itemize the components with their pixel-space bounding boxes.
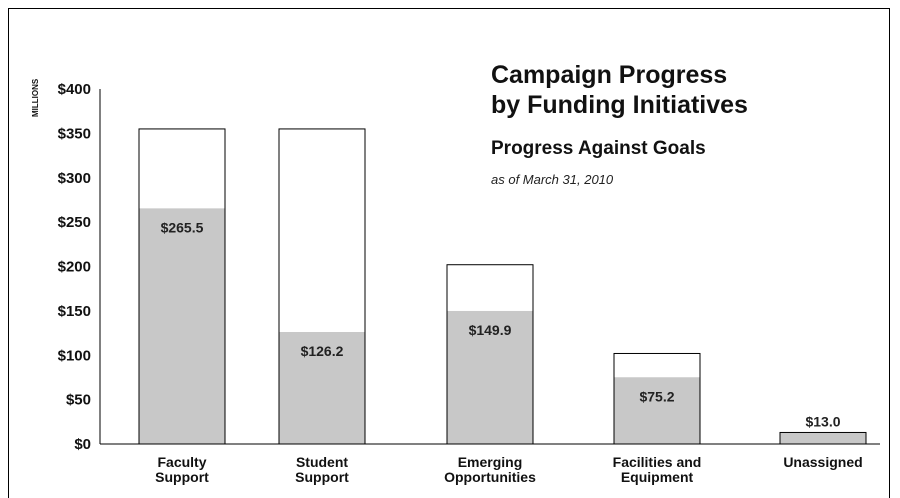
y-tick-label: $50 [66,392,91,409]
chart-subtitle: Progress Against Goals [491,138,706,159]
y-tick-label: $0 [74,436,91,453]
bar-value-label: $149.9 [469,322,512,338]
y-tick-label: $200 [58,259,91,276]
y-tick-label: $300 [58,170,91,187]
y-tick-label: $350 [58,125,91,142]
x-category-label: Support [155,469,209,485]
chart-title-line1: Campaign Progress [491,61,727,89]
chart-frame [8,8,890,498]
x-category-label: Student [296,454,348,470]
bar-progress [780,432,866,444]
bar-goal-outline [138,128,226,445]
bar-value-label: $75.2 [639,388,674,404]
bar-value-label: $265.5 [161,219,204,235]
y-tick-label: $100 [58,347,91,364]
x-category-label: Unassigned [783,454,862,470]
bar-goal-outline [446,264,534,445]
y-tick-label: $250 [58,214,91,231]
bar-progress [139,208,225,444]
y-axis-label: MILLIONS [31,78,40,117]
bar-progress [447,310,533,444]
axes: $0 $50 $100 $150 $200 $250 $300 $350 $400 [58,81,880,453]
bar-goal-outline [278,128,366,445]
x-category-label: Equipment [621,469,694,485]
x-category-label: Support [295,469,349,485]
x-category-label: Facilities and [613,454,702,470]
bar-goal-outline [779,431,867,445]
bar-progress [614,377,700,444]
y-tick-label: $400 [58,81,91,98]
as-of-date: as of March 31, 2010 [491,172,614,187]
x-category-label: Emerging [458,454,523,470]
x-category-label: Faculty [157,454,206,470]
x-category-label: Opportunities [444,469,536,485]
y-tick-label: $150 [58,303,91,320]
labels: $265.5FacultySupport$126.2StudentSupport… [155,219,863,485]
bar-goal-outline [613,352,701,445]
bar-value-label: $13.0 [805,413,840,429]
bar-value-label: $126.2 [301,343,344,359]
bars [138,128,867,445]
chart-title-line2: by Funding Initiatives [491,91,748,119]
bar-progress [279,331,365,444]
